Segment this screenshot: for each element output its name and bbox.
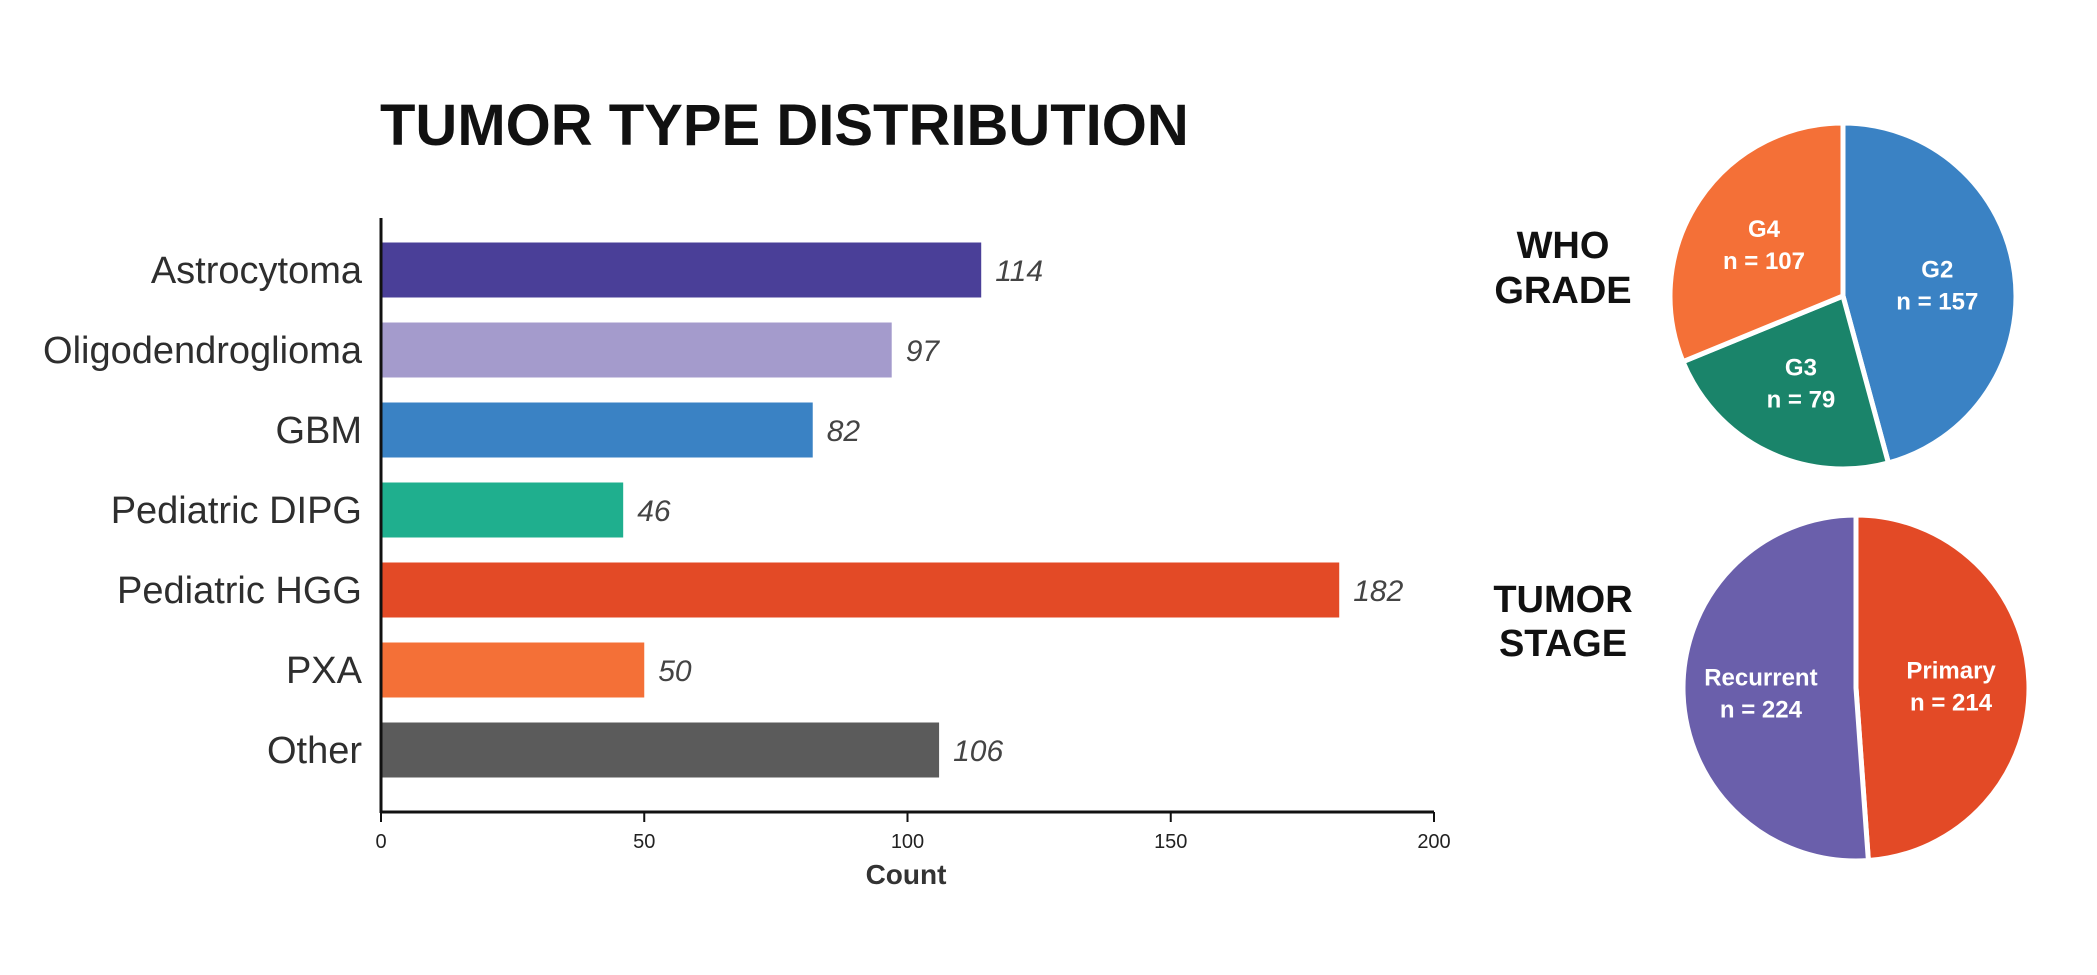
pie-slice-name: G4	[1748, 216, 1781, 243]
pie-slice	[1840, 120, 2019, 467]
pie-slice-count: n = 107	[1723, 248, 1805, 275]
tumor-stage-pie-chart: TUMOR STAGE Primary n = 214 Recurrent n = 2…	[1493, 512, 2032, 864]
bar	[381, 642, 645, 698]
pie-slice-count: n = 157	[1896, 288, 1978, 315]
bar-data-label: 182	[1353, 575, 1403, 608]
category-labels: Astrocytoma Oligodendroglioma GBM Pediatric…	[43, 250, 363, 772]
category-label: Astrocytoma	[151, 250, 363, 292]
pie-title-line: WHO	[1517, 225, 1610, 267]
category-label: Pediatric DIPG	[111, 490, 362, 532]
pie-slice	[1667, 120, 1846, 365]
bar-data-label: 50	[658, 655, 692, 688]
bar	[381, 482, 624, 538]
x-tick-label: 200	[1417, 831, 1450, 853]
bar-chart-title: TUMOR TYPE DISTRIBUTION	[380, 93, 1189, 158]
pie-slice-name: Recurrent	[1704, 664, 1817, 691]
pie-slices	[1680, 512, 2032, 864]
pie-slices	[1667, 120, 2019, 472]
category-label: Other	[267, 730, 362, 772]
category-label: Pediatric HGG	[117, 570, 362, 612]
pie-title-line: GRADE	[1494, 270, 1631, 312]
bar	[381, 402, 813, 458]
x-axis-label: Count	[866, 859, 947, 890]
bar-data-labels: 114 97 82 46 182 50 106	[637, 255, 1403, 768]
pie-slice-labels: G2 n = 157 G3 n = 79 G4 n = 107	[1723, 216, 1978, 413]
pie-title-line: TUMOR	[1493, 579, 1632, 621]
category-label: GBM	[275, 410, 362, 452]
bar-marks	[381, 242, 1340, 778]
pie-slice-labels: Primary n = 214 Recurrent n = 224	[1704, 658, 1996, 724]
who-grade-pie-chart: WHO GRADE G2 n = 157 G3 n = 79 G4 n = 107	[1494, 120, 2019, 472]
bar	[381, 722, 940, 778]
bar	[381, 322, 892, 378]
pie-slice-name: Primary	[1906, 658, 1996, 685]
x-tick-label: 50	[633, 831, 655, 853]
category-label: PXA	[286, 650, 363, 692]
bar-data-label: 82	[827, 415, 861, 448]
x-axis-ticks: 0 50 100 150 200	[375, 812, 1451, 853]
pie-slice-count: n = 79	[1767, 386, 1836, 413]
category-label: Oligodendroglioma	[43, 330, 363, 372]
pie-slice	[1853, 512, 2032, 864]
bar-data-label: 114	[995, 255, 1043, 288]
bar	[381, 562, 1340, 618]
bar-data-label: 97	[906, 335, 941, 368]
bar	[381, 242, 982, 298]
pie-title-line: STAGE	[1499, 623, 1627, 665]
pie-slice-count: n = 214	[1910, 690, 1993, 717]
bar-data-label: 46	[637, 495, 671, 528]
bar-data-label: 106	[953, 735, 1003, 768]
pie-slice-count: n = 224	[1720, 696, 1803, 723]
x-tick-label: 100	[891, 831, 924, 853]
pie-slice-name: G2	[1921, 256, 1953, 283]
pie-slice	[1679, 292, 1892, 472]
tumor-type-bar-chart: TUMOR TYPE DISTRIBUTION Astrocytoma Oligo…	[43, 93, 1451, 890]
pie-slice-name: G3	[1785, 354, 1817, 381]
x-tick-label: 150	[1154, 831, 1187, 853]
x-tick-label: 0	[375, 831, 386, 853]
pie-slice	[1680, 512, 1872, 864]
